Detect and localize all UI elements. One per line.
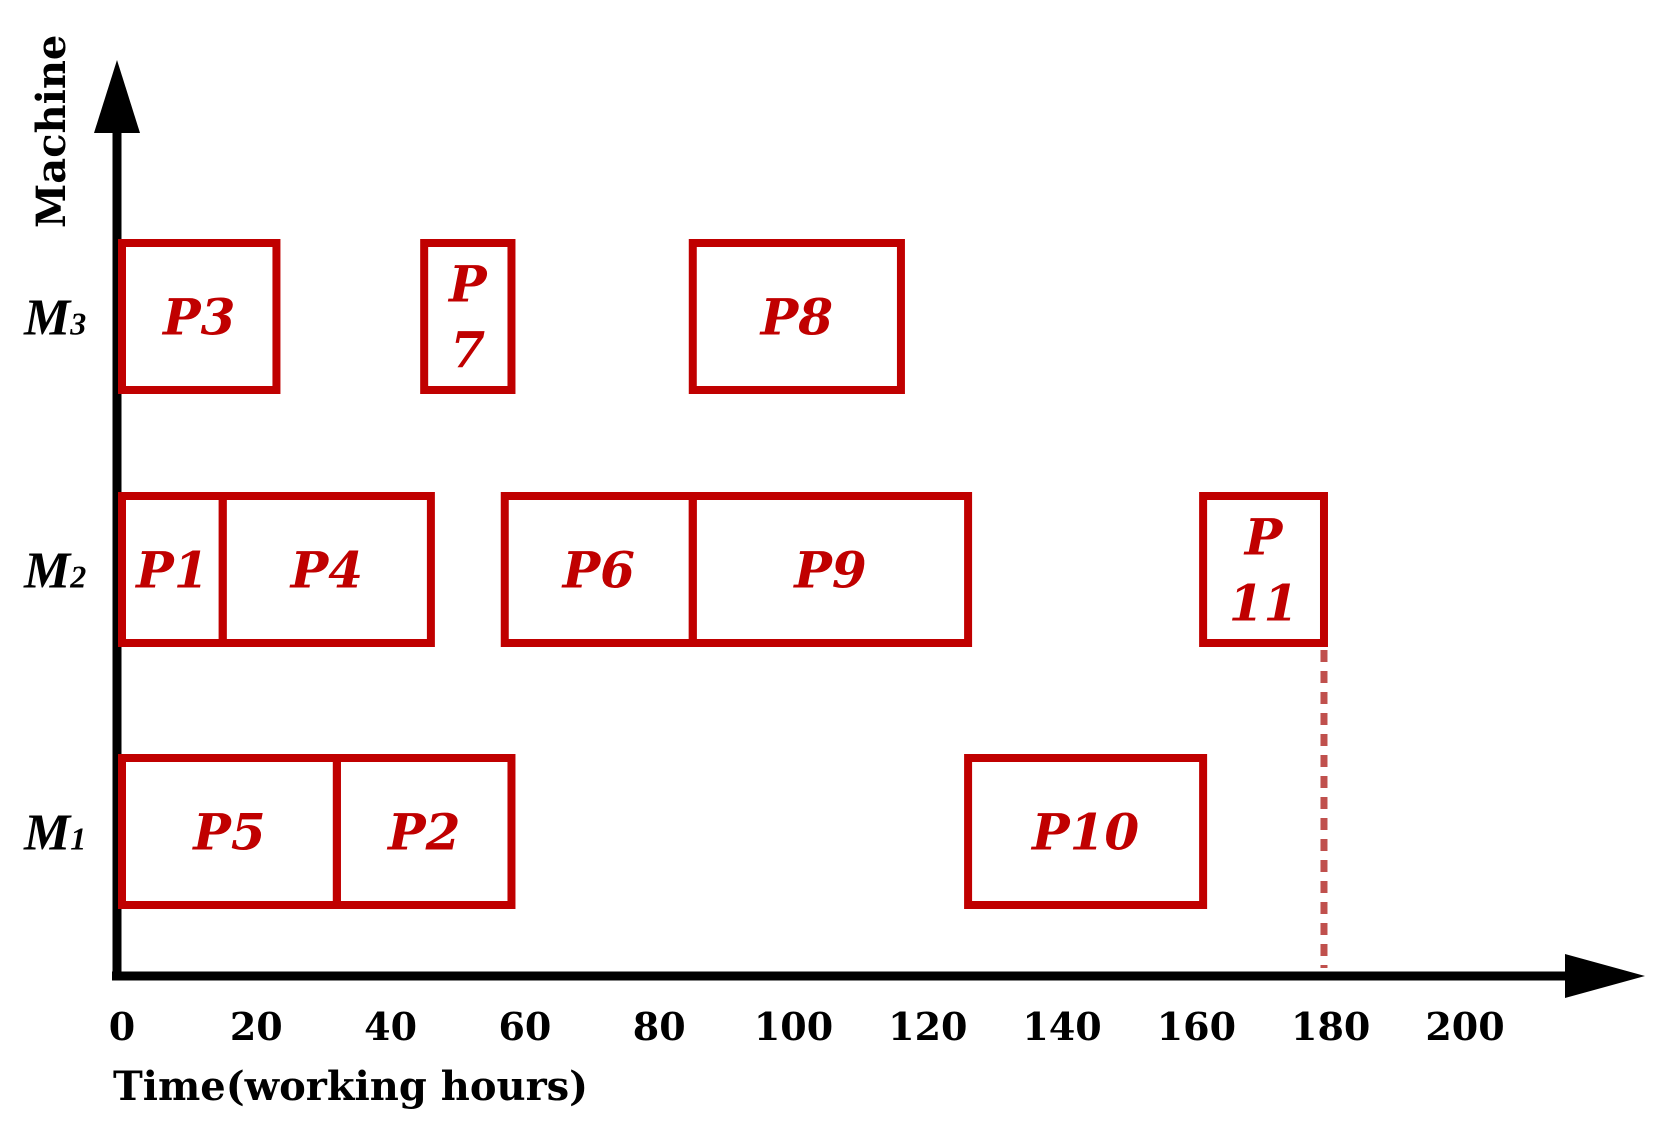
y-axis: [94, 60, 140, 980]
task-rect: [688, 492, 973, 647]
machine-letter: M: [23, 290, 72, 347]
machine-subscript: 2: [69, 559, 86, 595]
x-tick-label: 120: [888, 1004, 967, 1049]
task-rect: [688, 239, 905, 394]
task-rect: [218, 492, 435, 647]
x-tick-label: 40: [364, 1004, 417, 1049]
machine-subscript: 3: [69, 306, 86, 342]
task-label: P6: [561, 541, 635, 600]
x-tick-labels: 0 20 40 60 80 100 120 140 160 180 200: [109, 1004, 1505, 1049]
x-tick-label: 200: [1425, 1004, 1504, 1049]
task-label-line: 7: [450, 321, 485, 380]
y-axis-title: Machine: [28, 35, 75, 228]
x-tick-label: 0: [109, 1004, 135, 1049]
task-bar: P6: [500, 492, 697, 647]
task-label-line: P: [447, 255, 488, 314]
task-bar: P1: [118, 492, 227, 647]
x-axis-arrowhead: [1565, 954, 1645, 998]
task-bar: P10: [964, 754, 1208, 909]
task-bar: P4: [218, 492, 435, 647]
x-axis-title: Time(working hours): [113, 1063, 588, 1110]
x-tick-label: 180: [1291, 1004, 1370, 1049]
x-tick-label: 20: [230, 1004, 283, 1049]
x-tick-label: 100: [754, 1004, 833, 1049]
task-bar: P5: [118, 754, 341, 909]
task-bar: P8: [688, 239, 905, 394]
machine-label-m3: M3: [23, 290, 86, 347]
machine-letter: M: [23, 805, 72, 862]
y-axis-arrowhead: [94, 60, 140, 133]
machine-label-m1: M1: [23, 805, 86, 862]
task-label: P9: [792, 541, 866, 600]
task-rect: [332, 754, 516, 909]
task-label-line: 11: [1229, 574, 1299, 633]
task-bar: P 11: [1199, 492, 1328, 647]
task-label: P1: [134, 541, 208, 600]
task-bar: P9: [688, 492, 973, 647]
x-tick-label: 60: [498, 1004, 551, 1049]
x-tick-label: 80: [633, 1004, 686, 1049]
task-label: P4: [289, 541, 363, 600]
task-label: P2: [386, 803, 460, 862]
task-label: P5: [191, 803, 265, 862]
task-bar: P2: [332, 754, 516, 909]
task-label: P3: [161, 288, 235, 347]
task-rect: [964, 754, 1208, 909]
x-tick-label: 140: [1022, 1004, 1101, 1049]
task-label: P8: [759, 288, 833, 347]
task-label: P10: [1030, 803, 1139, 862]
x-tick-label: 160: [1157, 1004, 1236, 1049]
task-rect: [118, 239, 281, 394]
task-rect: [1199, 492, 1328, 647]
task-label-line: P: [1243, 508, 1284, 567]
machine-label-m2: M2: [23, 543, 86, 600]
task-bar: P7: [420, 239, 516, 394]
task-rect: [420, 239, 516, 394]
machine-letter: M: [23, 543, 72, 600]
x-axis: [112, 954, 1645, 998]
task-bar: P3: [118, 239, 281, 394]
machine-subscript: 1: [70, 821, 86, 857]
